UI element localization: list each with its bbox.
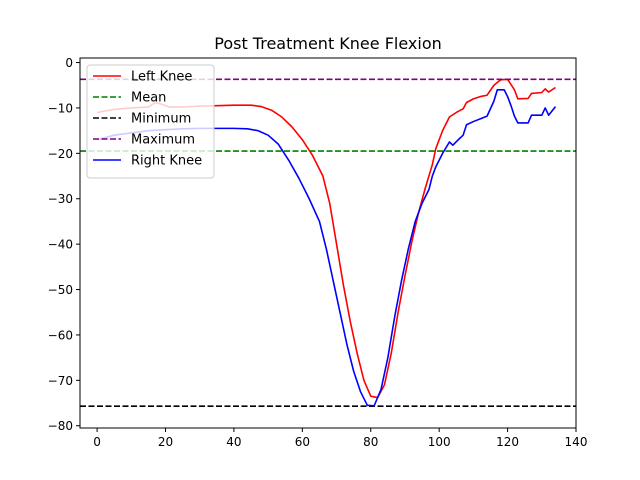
series-right-knee [96,88,557,407]
plot-data-area [80,78,576,408]
plot-frame [79,57,577,429]
legend-label: Mean [131,91,166,106]
chart-title: Post Treatment Knee Flexion [214,34,442,53]
y-tick-label: −40 [48,238,73,252]
x-tick-label: 0 [93,435,101,449]
y-tick-label: −80 [48,419,73,433]
legend-box [86,64,215,179]
legend-label: Maximum [131,133,195,148]
x-tick-label: 40 [226,435,241,449]
y-tick-label: −60 [48,328,73,342]
x-tick-label: 60 [295,435,310,449]
x-tick-label: 140 [565,435,588,449]
axes: 0 20 40 60 80 100 120 140 0 −10 −20 −30 −40 −50 −60 −70… [48,56,588,449]
legend-label: Right Knee [131,154,202,169]
legend: Left Knee Mean Minimum Maximum Right Knee [86,64,215,179]
x-tick-label: 80 [363,435,378,449]
y-tick-label: 0 [65,56,73,70]
y-tick-label: −30 [48,192,73,206]
y-tick-label: −50 [48,283,73,297]
y-tick-label: −20 [48,147,73,161]
x-tick-label: 100 [428,435,451,449]
y-tick-label: −10 [48,101,73,115]
x-tick-label: 120 [496,435,519,449]
legend-label: Left Knee [131,70,192,85]
legend-label: Minimum [131,112,191,127]
y-tick-label: −70 [48,374,73,388]
x-tick-label: 20 [158,435,173,449]
